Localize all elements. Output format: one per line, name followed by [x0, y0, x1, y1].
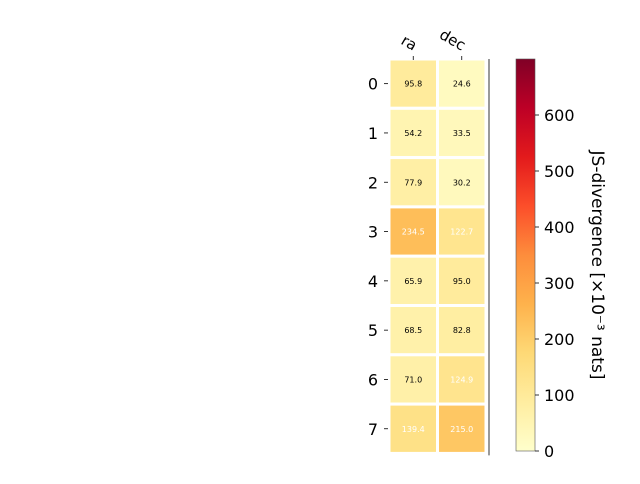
heatmap-cell-r2-c1	[436, 156, 488, 209]
cell-value-label: 24.6	[453, 80, 471, 89]
colorbar-tick-label: 0	[544, 442, 554, 461]
row-tick-label: 2	[368, 173, 378, 192]
column-tick-label: dec	[436, 25, 468, 54]
colorbar-tick-label: 600	[544, 106, 575, 125]
row-tick-label: 5	[368, 321, 378, 340]
cell-value-labels: 95.8 24.6 54.2 33.5 77.9 30.2 234.5 122.7 65.9 95…	[402, 80, 473, 434]
cell-value-label: 68.5	[404, 326, 422, 335]
colorbar-tick-label: 400	[544, 218, 575, 237]
cell-value-label: 215.0	[450, 425, 473, 434]
colorbar-label: JS-divergence [×10⁻³ nats]	[587, 150, 607, 380]
column-tick-label: ra	[398, 31, 420, 54]
colorbar: 0 100 200 300 400 500 600 JS-divergence [×10⁻³ …	[515, 58, 607, 461]
row-tick-label: 3	[368, 223, 378, 242]
colorbar-gradient	[515, 58, 536, 452]
row-tick-label: 7	[368, 420, 378, 439]
cell-value-label: 139.4	[402, 425, 425, 434]
heatmap-cell-r4-c1	[436, 254, 488, 308]
row-tick-label: 1	[368, 124, 378, 143]
cell-value-label: 95.0	[453, 277, 471, 286]
cell-value-label: 33.5	[453, 129, 471, 138]
heatmap-cell-r3-c1	[436, 205, 488, 258]
colorbar-tick-label: 100	[544, 386, 575, 405]
colorbar-tick-label: 200	[544, 330, 575, 349]
cell-value-label: 54.2	[404, 129, 422, 138]
cell-value-label: 30.2	[453, 178, 471, 187]
colorbar-tick-label: 300	[544, 274, 575, 293]
cell-value-label: 82.8	[453, 326, 471, 335]
cell-value-label: 234.5	[402, 228, 425, 237]
cell-value-label: 122.7	[450, 228, 473, 237]
cell-value-label: 124.9	[450, 375, 473, 384]
row-tick-label: 6	[368, 370, 378, 389]
row-tick-label: 4	[368, 272, 378, 291]
cell-value-label: 65.9	[404, 277, 422, 286]
colorbar-tick-label: 500	[544, 162, 575, 181]
cell-value-label: 71.0	[404, 375, 422, 384]
heatmap-cells	[387, 57, 488, 455]
heatmap-cell-r7-c1	[436, 402, 488, 455]
cell-value-label: 95.8	[404, 80, 422, 89]
row-tick-label: 0	[368, 75, 378, 94]
cell-value-label: 77.9	[404, 178, 422, 187]
heatmap-cell-r1-c1	[436, 106, 488, 160]
